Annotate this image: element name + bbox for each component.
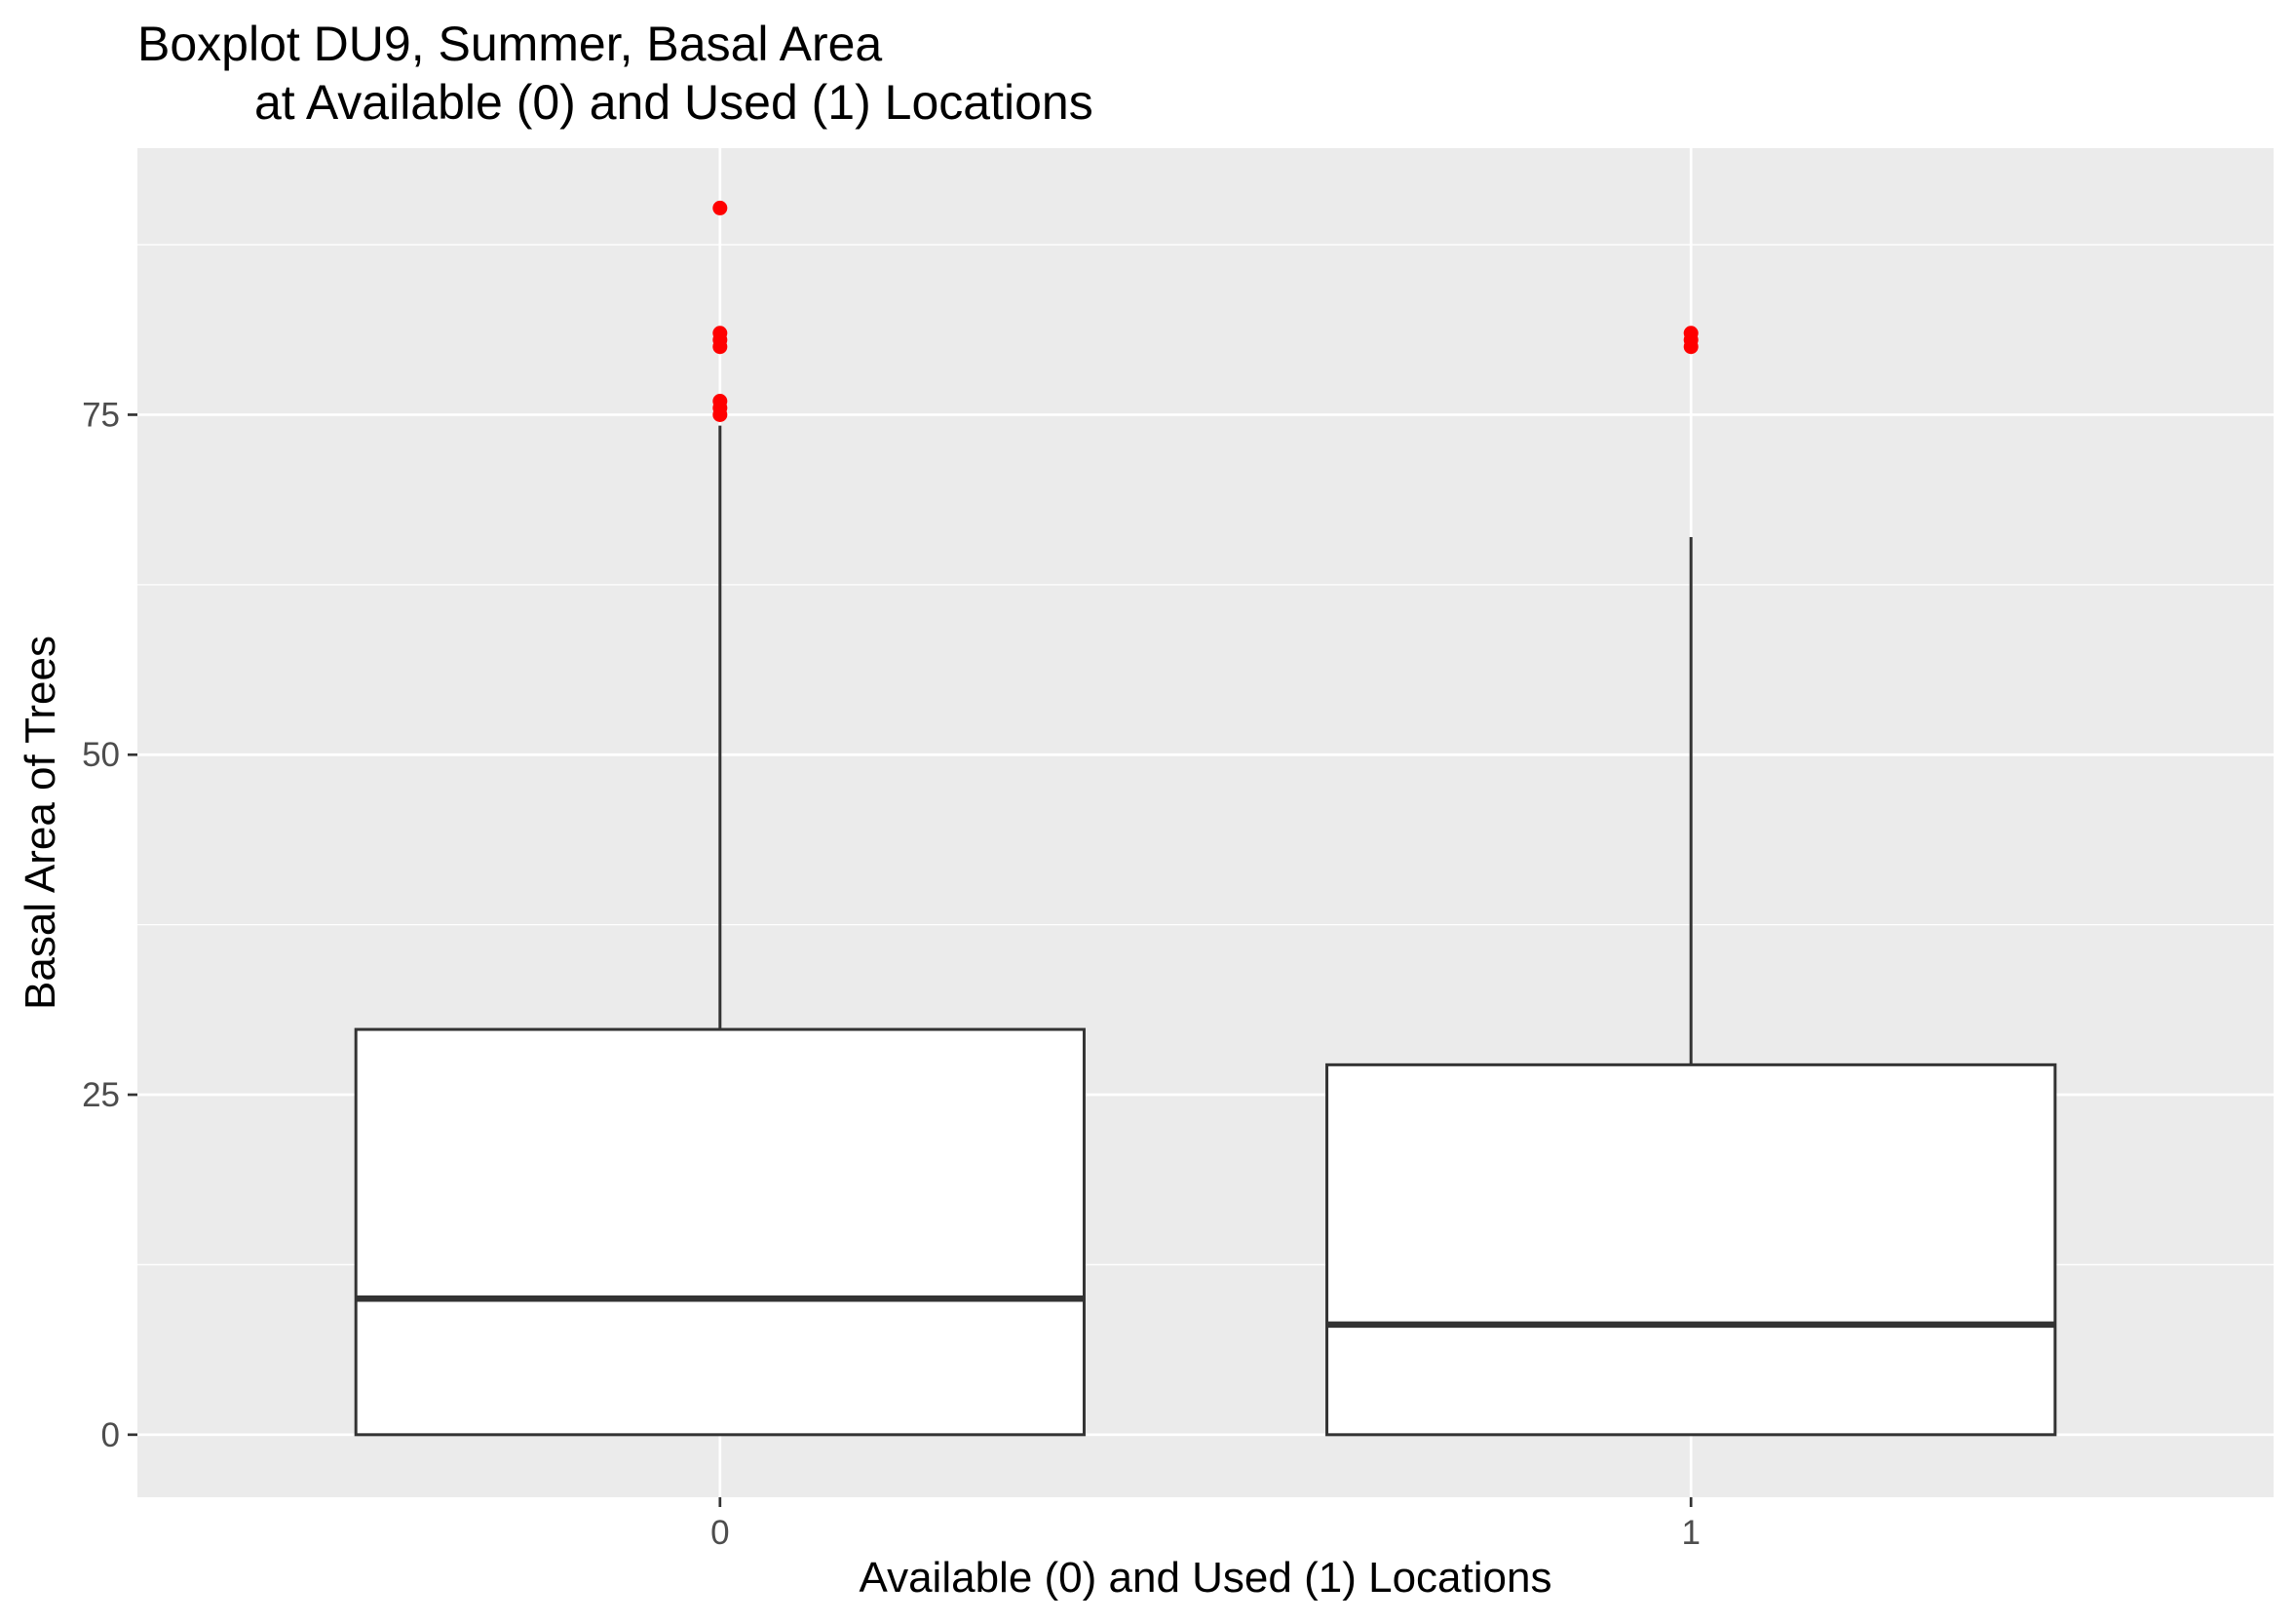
box-iqr	[1325, 1063, 2057, 1437]
chart-subtitle: at Available (0) and Used (1) Locations	[254, 75, 1093, 130]
x-tick-label: 0	[710, 1514, 729, 1552]
x-tick-label: 1	[1681, 1514, 1700, 1552]
box-group-1	[1325, 326, 2057, 1437]
box-iqr	[354, 1027, 1086, 1437]
outlier-point	[712, 200, 728, 215]
x-axis-title: Available (0) and Used (1) Locations	[860, 1554, 1552, 1602]
outlier-point	[1683, 326, 1699, 341]
y-tick-label: 75	[82, 396, 120, 434]
outlier-point	[712, 394, 728, 408]
y-tick-label: 25	[82, 1076, 120, 1114]
y-tick-label: 0	[101, 1416, 120, 1454]
y-axis-title: Basal Area of Trees	[17, 636, 64, 1010]
box-group-0	[354, 200, 1086, 1437]
chart-title: Boxplot DU9, Summer, Basal Area	[137, 17, 882, 71]
boxes	[354, 200, 2057, 1437]
outlier-point	[712, 326, 728, 341]
y-tick-label: 50	[82, 736, 120, 774]
y-axis-ticks: 0 25 50 75	[82, 396, 137, 1454]
